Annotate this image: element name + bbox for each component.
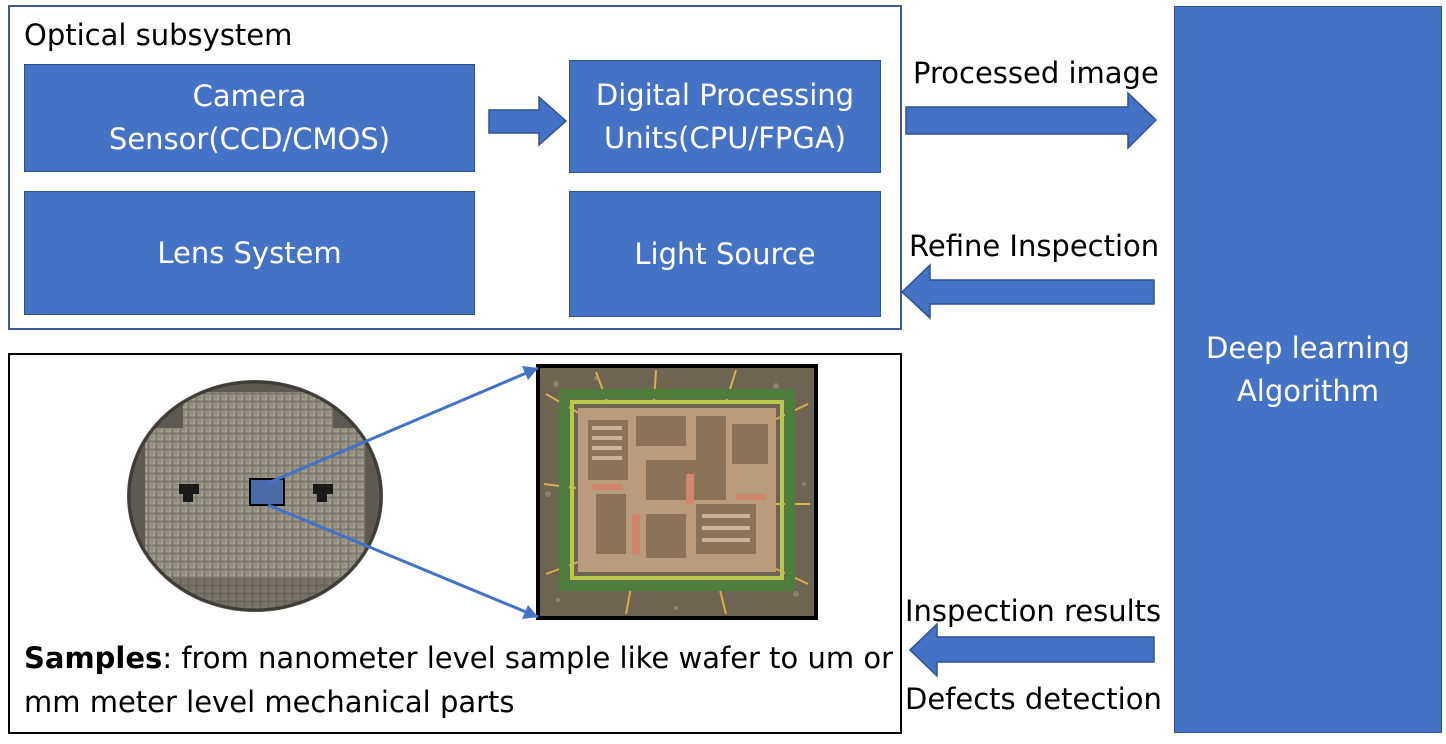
samples-panel (8, 353, 902, 734)
camera-sensor-box: Camera Sensor(CCD/CMOS) (24, 64, 475, 172)
processed-image-label: Processed image (913, 56, 1159, 90)
processed-image-arrow (905, 91, 1158, 150)
refine-inspection-arrow (900, 263, 1155, 320)
deep-learning-algorithm-box: Deep learning Algorithm (1174, 6, 1442, 733)
wafer-image (127, 380, 383, 612)
samples-caption: Samples: from nanometer level sample lik… (24, 636, 894, 724)
samples-caption-text: : from nanometer level sample like wafer… (24, 641, 894, 719)
chip-die-image (536, 364, 818, 620)
lens-system-box: Lens System (24, 191, 475, 315)
digital-processing-units-box: Digital Processing Units(CPU/FPGA) (569, 60, 881, 173)
wafer-zoom-highlight (249, 478, 285, 506)
refine-inspection-label: Refine Inspection (909, 229, 1160, 263)
inspection-results-label: Inspection results (905, 594, 1162, 628)
samples-caption-bold: Samples (24, 641, 163, 675)
light-source-box: Light Source (569, 191, 881, 317)
optical-subsystem-title: Optical subsystem (24, 18, 293, 52)
optical-subsystem-panel (8, 5, 902, 330)
defects-detection-label: Defects detection (905, 682, 1162, 716)
inspection-results-arrow (908, 622, 1155, 678)
